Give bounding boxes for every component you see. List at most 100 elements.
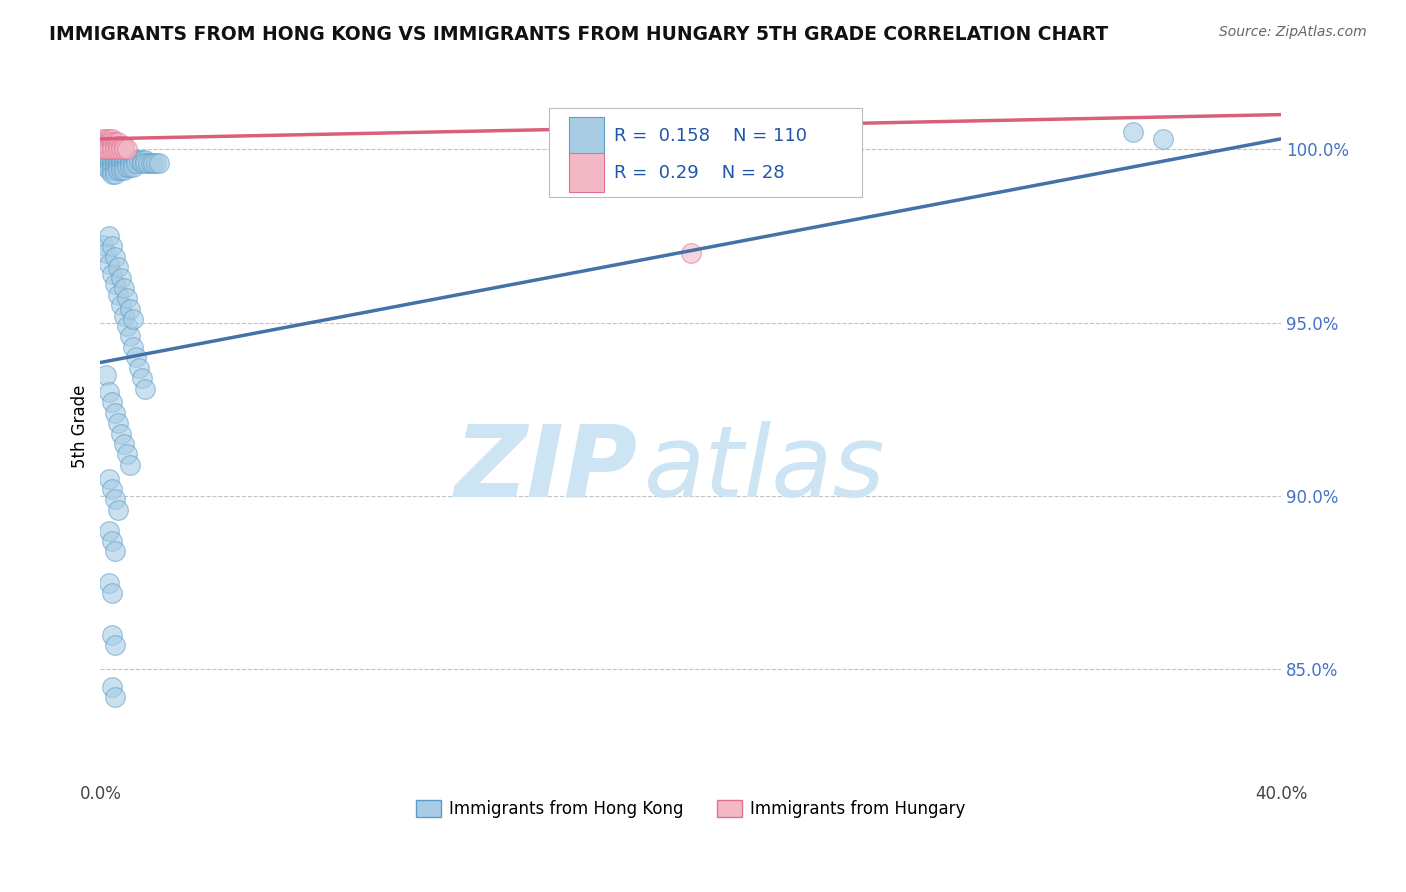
Point	[98, 160, 121, 174]
Point	[96, 368, 118, 382]
Point	[110, 298, 132, 312]
Point	[107, 416, 129, 430]
Point	[112, 163, 135, 178]
Point	[1122, 125, 1144, 139]
Point	[121, 153, 143, 167]
Point	[96, 156, 118, 170]
Point	[112, 142, 135, 156]
Point	[104, 492, 127, 507]
Point	[107, 156, 129, 170]
Point	[101, 149, 124, 163]
Point	[145, 156, 167, 170]
Point	[121, 156, 143, 170]
Point	[96, 132, 118, 146]
Point	[112, 156, 135, 170]
Point	[115, 291, 138, 305]
Point	[107, 142, 129, 156]
Point	[121, 340, 143, 354]
Point	[104, 149, 127, 163]
Point	[118, 156, 141, 170]
Point	[104, 544, 127, 558]
Point	[118, 301, 141, 316]
Point	[139, 156, 162, 170]
Point	[115, 447, 138, 461]
Point	[98, 524, 121, 538]
Point	[101, 142, 124, 156]
Point	[101, 586, 124, 600]
Point	[110, 138, 132, 153]
Point	[107, 149, 129, 163]
Point	[110, 163, 132, 178]
Point	[115, 142, 138, 156]
Point	[98, 142, 121, 156]
Point	[107, 138, 129, 153]
Point	[98, 229, 121, 244]
Point	[101, 482, 124, 496]
Point	[110, 270, 132, 285]
Point	[134, 156, 156, 170]
Point	[110, 160, 132, 174]
Point	[101, 160, 124, 174]
Point	[121, 160, 143, 174]
Point	[131, 156, 153, 170]
Point	[91, 149, 114, 163]
Point	[107, 153, 129, 167]
Point	[104, 690, 127, 704]
Point	[104, 277, 127, 292]
Point	[107, 163, 129, 178]
Point	[104, 406, 127, 420]
Point	[98, 384, 121, 399]
Point	[1152, 132, 1174, 146]
Point	[112, 437, 135, 451]
Point	[98, 575, 121, 590]
Point	[98, 163, 121, 178]
Point	[101, 680, 124, 694]
Point	[101, 153, 124, 167]
Point	[101, 167, 124, 181]
Point	[98, 149, 121, 163]
Point	[101, 138, 124, 153]
Point	[125, 351, 148, 365]
Point	[101, 145, 124, 160]
Point	[125, 153, 148, 167]
Point	[96, 138, 118, 153]
Y-axis label: 5th Grade: 5th Grade	[72, 385, 89, 468]
Point	[112, 138, 135, 153]
Point	[115, 319, 138, 334]
Point	[96, 142, 118, 156]
Point	[98, 145, 121, 160]
Point	[115, 160, 138, 174]
Point	[98, 156, 121, 170]
Point	[101, 239, 124, 253]
Point	[104, 153, 127, 167]
Point	[107, 288, 129, 302]
Point	[131, 153, 153, 167]
Bar	[569, 117, 605, 156]
Point	[96, 145, 118, 160]
Point	[91, 237, 114, 252]
Text: Source: ZipAtlas.com: Source: ZipAtlas.com	[1219, 25, 1367, 39]
Point	[101, 395, 124, 409]
Point	[91, 136, 114, 150]
Point	[96, 160, 118, 174]
Bar	[569, 153, 605, 193]
Point	[101, 136, 124, 150]
Point	[107, 503, 129, 517]
Point	[134, 382, 156, 396]
FancyBboxPatch shape	[548, 108, 862, 197]
Point	[679, 246, 702, 260]
Point	[98, 257, 121, 271]
Point	[125, 156, 148, 170]
Point	[96, 153, 118, 167]
Point	[110, 142, 132, 156]
Point	[98, 153, 121, 167]
Point	[118, 458, 141, 472]
Point	[91, 156, 114, 170]
Point	[128, 153, 150, 167]
Point	[104, 156, 127, 170]
Point	[104, 163, 127, 178]
Point	[91, 145, 114, 160]
Legend: Immigrants from Hong Kong, Immigrants from Hungary: Immigrants from Hong Kong, Immigrants fr…	[409, 794, 973, 825]
Point	[110, 153, 132, 167]
Point	[101, 267, 124, 281]
